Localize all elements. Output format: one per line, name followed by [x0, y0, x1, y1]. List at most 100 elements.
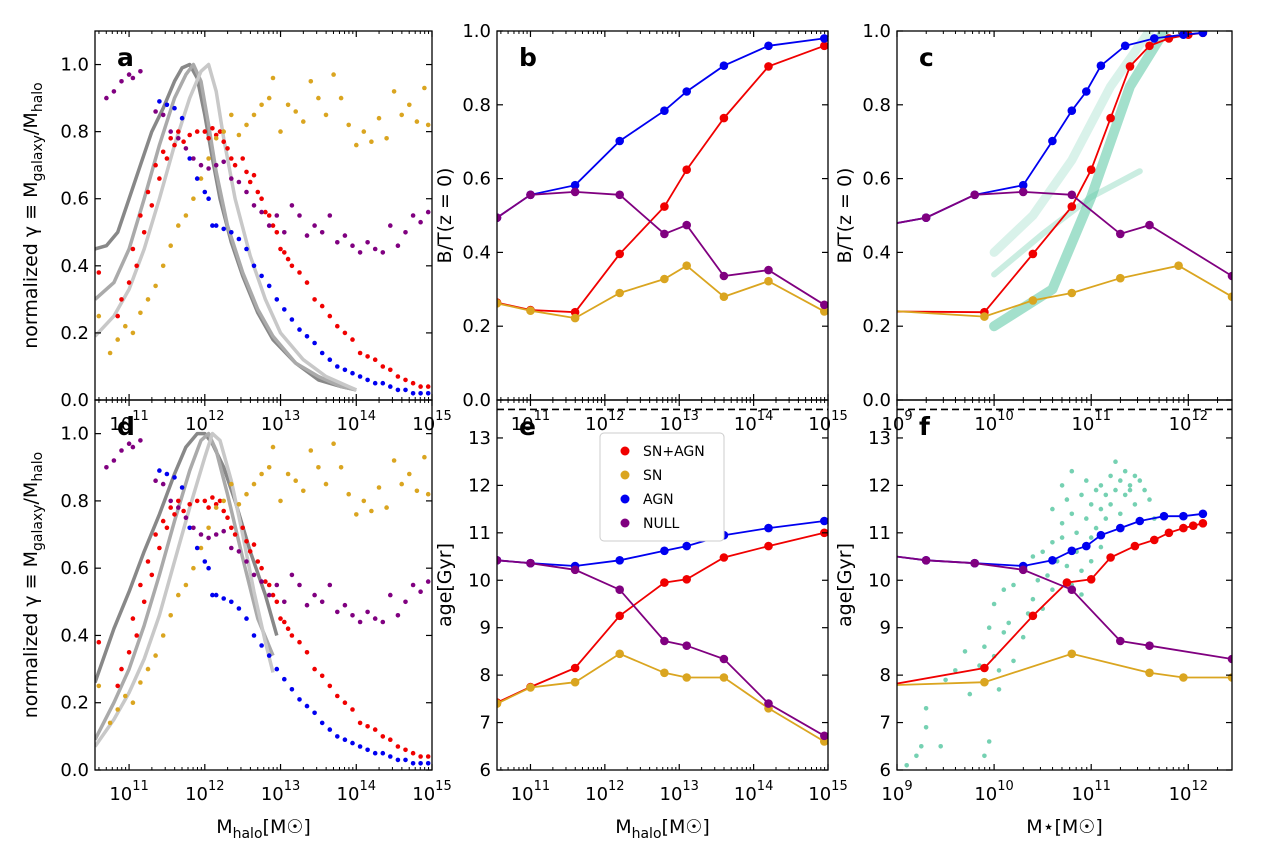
label-text: M⋆[M☉]: [1026, 816, 1103, 838]
point-sn: [229, 112, 234, 118]
point-null: [297, 213, 302, 218]
point-sn: [278, 129, 283, 134]
y-tick-label: 0.8: [862, 95, 891, 116]
point-null: [395, 613, 401, 618]
point-sn: [191, 565, 196, 571]
series-marker-agn: [1159, 511, 1169, 521]
series-marker-sn: [615, 649, 624, 659]
observed-point: [1050, 506, 1055, 512]
reference-curve-1: [95, 431, 279, 684]
x-tick-label: 1013: [261, 779, 300, 805]
point-agn: [335, 364, 340, 369]
point-sn-agn: [304, 650, 310, 655]
x-tick-label: 1011: [1071, 779, 1110, 805]
series-line-null: [497, 190, 825, 306]
series-line-null: [497, 559, 825, 737]
x-tick-exp: 9: [904, 779, 912, 794]
series-marker-null: [1018, 187, 1028, 197]
observed-point: [1069, 468, 1075, 474]
y-tick-label: 0.6: [60, 189, 89, 210]
series-marker-sn-agn: [660, 578, 669, 587]
legend-box: [599, 432, 725, 542]
y-tick-label: 0.8: [462, 95, 491, 116]
point-sn-agn: [149, 572, 155, 578]
point-sn-agn: [319, 303, 325, 309]
point-null: [206, 535, 211, 541]
point-sn-agn: [255, 189, 261, 195]
series-marker-agn: [1135, 516, 1145, 526]
point-agn: [319, 720, 325, 726]
observed-point: [1001, 587, 1007, 592]
point-sn-agn: [115, 683, 120, 689]
observed-point: [1064, 497, 1070, 502]
x-tick-base: 10: [109, 414, 132, 435]
y-tick-label: 7: [880, 713, 891, 734]
series-marker-null: [1227, 654, 1232, 664]
series-marker-null: [1227, 271, 1232, 281]
point-null: [304, 233, 310, 238]
series-marker-agn: [820, 516, 828, 526]
point-sn: [308, 448, 314, 453]
point-sn-agn: [289, 633, 295, 638]
observed-point: [1122, 468, 1128, 474]
point-agn: [229, 599, 234, 605]
point-sn-agn: [210, 126, 215, 131]
series-marker-sn: [873, 306, 882, 315]
point-sn-agn: [403, 377, 408, 383]
series-marker-sn-agn: [1188, 521, 1198, 530]
series-marker-sn-agn: [570, 663, 580, 673]
x-tick-label: 1012: [1169, 779, 1208, 805]
point-sn: [183, 213, 189, 218]
point-sn: [176, 592, 181, 598]
reference-curve-3: [95, 62, 357, 392]
x-tick-exp: 14: [359, 409, 376, 424]
point-null: [104, 95, 109, 101]
series-marker-agn: [570, 180, 580, 190]
y-tick-label: 0.0: [60, 760, 89, 781]
x-tick-label: 1012: [1169, 409, 1208, 435]
point-sn: [221, 129, 226, 134]
y-tick-label: 8: [880, 665, 891, 686]
x-tick-base: 10: [337, 784, 360, 805]
series-marker-sn-agn: [660, 202, 669, 211]
point-sn-agn: [145, 559, 151, 564]
y-tick-label: 0.6: [462, 169, 491, 190]
point-null: [153, 109, 158, 114]
point-null: [274, 582, 280, 588]
series-marker-sn: [1028, 296, 1038, 305]
series-marker-sn-agn: [1028, 611, 1038, 621]
point-sn-agn: [187, 502, 192, 507]
x-tick-exp: 12: [1191, 409, 1208, 424]
point-null: [191, 525, 196, 531]
x-tick-base: 10: [585, 784, 608, 805]
point-sn: [376, 115, 382, 121]
series-marker-agn: [764, 41, 773, 51]
x-tick-exp: 10: [997, 409, 1014, 424]
x-tick-label: 1011: [511, 779, 550, 805]
point-sn-agn: [176, 129, 181, 134]
label-subscript: halo: [30, 452, 46, 482]
y-tick-label: 13: [468, 428, 491, 449]
label-text: normalized γ ≡ M: [20, 181, 42, 348]
point-sn: [153, 283, 158, 289]
series-marker-agn: [682, 541, 691, 551]
point-agn: [172, 475, 177, 480]
x-tick-exp: 11: [1094, 409, 1111, 424]
observed-point: [1079, 492, 1084, 498]
point-sn-agn: [342, 330, 348, 336]
x-tick-label: 1012: [185, 779, 224, 805]
point-sn: [346, 122, 352, 128]
x-tick-exp: 11: [1094, 779, 1111, 794]
observed-point: [986, 625, 992, 630]
series-marker-agn: [660, 106, 669, 115]
point-sn-agn: [217, 129, 223, 134]
point-agn: [194, 545, 200, 551]
series-marker-sn-agn: [873, 307, 882, 316]
point-null: [244, 559, 249, 564]
point-sn-agn: [274, 230, 280, 235]
point-agn: [259, 643, 264, 648]
label-text: M: [615, 816, 631, 838]
point-sn-agn: [372, 727, 378, 732]
x-tick-exp: 10: [997, 779, 1014, 794]
